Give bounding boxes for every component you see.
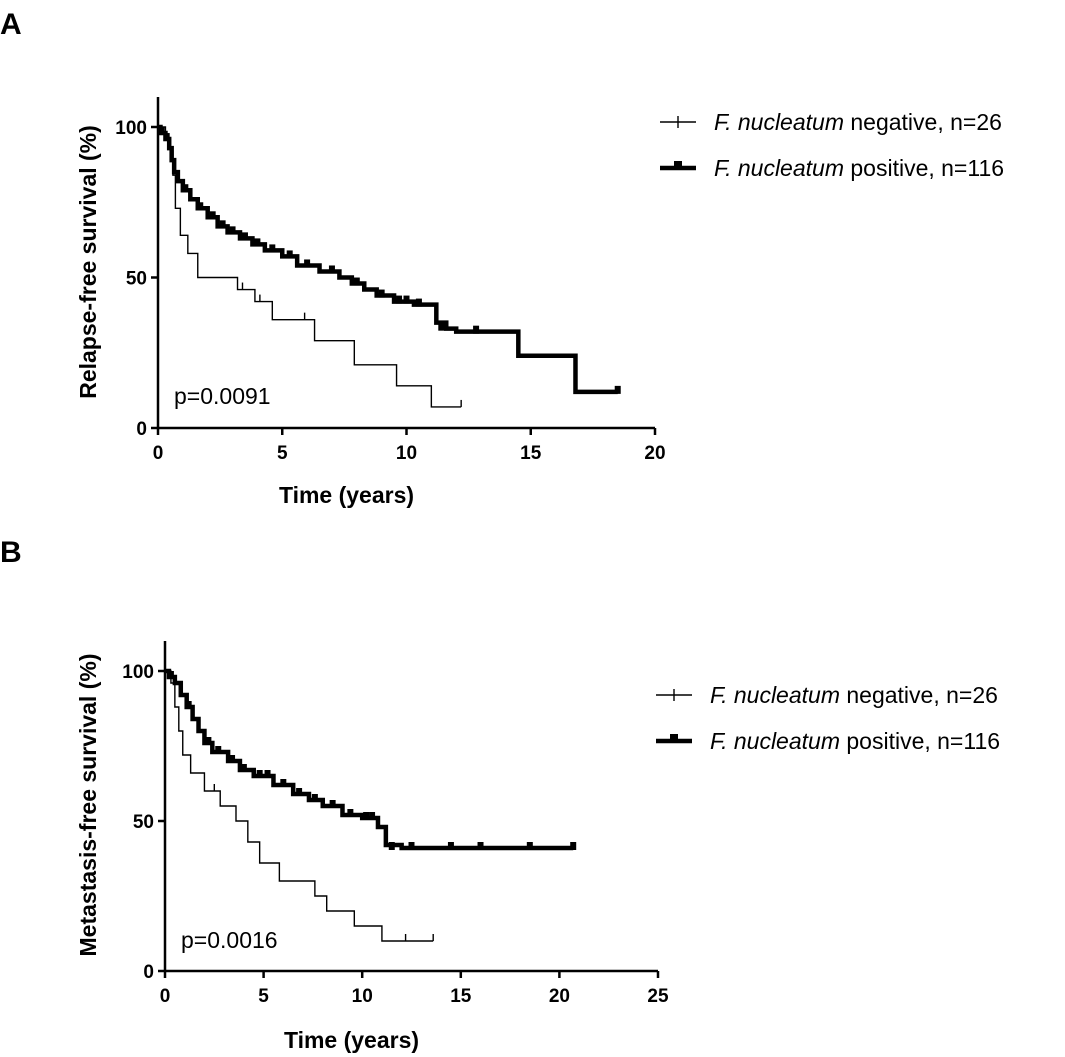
censor-mark-b-positive bbox=[526, 842, 533, 850]
censor-mark-a-positive bbox=[403, 295, 410, 304]
svg-text:F. nucleatum negative, n=26: F. nucleatum negative, n=26 bbox=[710, 682, 998, 708]
censor-mark-a-positive bbox=[396, 295, 403, 304]
p-value-b: p=0.0016 bbox=[181, 927, 278, 953]
censor-mark-b-positive bbox=[477, 842, 484, 850]
x-tick-label-b: 10 bbox=[352, 986, 373, 1007]
censor-mark-b-positive bbox=[215, 746, 222, 754]
legend-species-a-0: F. nucleatum bbox=[714, 109, 844, 135]
censor-mark-b-positive bbox=[167, 671, 174, 679]
censor-mark-b-positive bbox=[240, 764, 247, 772]
censor-mark-b-positive bbox=[296, 788, 303, 796]
svg-text:F. nucleatum positive, n=116: F. nucleatum positive, n=116 bbox=[714, 155, 1004, 181]
svg-text:F. nucleatum negative, n=26: F. nucleatum negative, n=26 bbox=[714, 109, 1002, 135]
y-tick-label-b: 100 bbox=[122, 662, 154, 683]
survival-curve-b-positive bbox=[165, 668, 574, 851]
censor-mark-a-positive bbox=[241, 232, 248, 241]
x-tick-label-b: 20 bbox=[549, 986, 570, 1007]
svg-text:F. nucleatum positive, n=116: F. nucleatum positive, n=116 bbox=[710, 728, 1000, 754]
legend-censor-mark bbox=[674, 161, 682, 170]
legend-item-b-positive: F. nucleatum positive, n=116 bbox=[656, 728, 1000, 754]
x-tick-label-a: 15 bbox=[520, 443, 542, 464]
legend-b: F. nucleatum negative, n=26 F. nucleatum… bbox=[656, 682, 1000, 754]
x-tick-label-b: 15 bbox=[450, 986, 472, 1007]
y-tick-label-a: 100 bbox=[115, 118, 147, 139]
censor-mark-b-positive bbox=[229, 755, 236, 763]
y-tick-label-b: 0 bbox=[143, 962, 154, 983]
censor-mark-b-positive bbox=[185, 701, 192, 709]
x-tick-label-a: 0 bbox=[153, 443, 164, 464]
censor-mark-a-positive bbox=[182, 184, 189, 193]
censor-mark-a-positive bbox=[353, 277, 360, 286]
censor-mark-b-positive bbox=[280, 779, 287, 787]
censor-mark-b-positive bbox=[329, 800, 336, 808]
legend-label-b-1: positive, n=116 bbox=[840, 728, 1000, 754]
censor-mark-a-positive bbox=[378, 289, 385, 298]
legend-species-b-1: F. nucleatum bbox=[710, 728, 840, 754]
censor-mark-b-positive bbox=[347, 809, 354, 817]
x-tick-label-b: 5 bbox=[258, 986, 269, 1007]
censor-mark-b-positive bbox=[408, 842, 415, 850]
x-axis-title-b: Time (years) bbox=[284, 1027, 419, 1053]
censor-mark-b-positive bbox=[363, 812, 370, 820]
y-tick-label-a: 50 bbox=[126, 269, 147, 290]
legend-species-b-0: F. nucleatum bbox=[710, 682, 840, 708]
axes-a: 0 50 100 0 5 10 15 20 Time (years) Relapse-free s… bbox=[75, 97, 666, 508]
censor-mark-a-positive bbox=[473, 325, 480, 334]
x-axis-title-a: Time (years) bbox=[279, 482, 414, 508]
censor-mark-b-positive bbox=[205, 737, 212, 745]
censor-mark-a-positive bbox=[219, 220, 226, 229]
x-tick-label-b: 0 bbox=[160, 986, 171, 1007]
survival-curve-b-negative bbox=[165, 670, 434, 942]
legend-label-a-0: negative, n=26 bbox=[844, 109, 1002, 135]
censor-mark-b-positive bbox=[264, 770, 271, 778]
censor-mark-a-positive bbox=[197, 202, 204, 211]
censor-mark-a-positive bbox=[438, 322, 445, 331]
legend-censor-mark bbox=[670, 734, 678, 743]
censor-mark-a-positive bbox=[286, 250, 293, 259]
censor-mark-b-positive bbox=[256, 770, 263, 778]
legend-label-b-0: negative, n=26 bbox=[840, 682, 998, 708]
panel-letter-a: A bbox=[0, 8, 22, 41]
censor-mark-a-positive bbox=[254, 238, 261, 247]
legend-item-b-negative: F. nucleatum negative, n=26 bbox=[656, 682, 998, 708]
censor-mark-b-positive bbox=[388, 842, 395, 850]
survival-curve-a-positive bbox=[158, 124, 618, 395]
axes-b: 0 50 100 0 5 10 15 20 25 Time (years) Metastasis-f… bbox=[75, 641, 669, 1053]
censor-mark-b-positive bbox=[570, 842, 577, 850]
censor-mark-a-positive bbox=[158, 127, 165, 136]
censor-mark-a-positive bbox=[163, 133, 170, 142]
legend-label-a-1: positive, n=116 bbox=[844, 155, 1004, 181]
p-value-a: p=0.0091 bbox=[174, 383, 271, 409]
y-axis-title-b: Metastasis-free survival (%) bbox=[75, 654, 101, 957]
censor-mark-b-positive bbox=[447, 842, 454, 850]
y-axis-title-a: Relapse-free survival (%) bbox=[75, 125, 101, 399]
y-tick-label-a: 0 bbox=[136, 419, 147, 440]
legend-item-a-negative: F. nucleatum negative, n=26 bbox=[660, 109, 1002, 135]
panel-letter-b: B bbox=[0, 536, 22, 569]
censor-mark-a-positive bbox=[209, 211, 216, 220]
censor-mark-b-positive bbox=[311, 794, 318, 802]
censor-mark-a-positive bbox=[304, 259, 311, 268]
censor-mark-a-positive bbox=[415, 298, 422, 307]
legend-a: F. nucleatum negative, n=26 F. nucleatum… bbox=[660, 109, 1004, 181]
x-tick-label-a: 20 bbox=[644, 443, 665, 464]
censor-mark-b-positive bbox=[369, 812, 376, 820]
x-tick-label-b: 25 bbox=[647, 986, 669, 1007]
x-tick-label-a: 10 bbox=[396, 443, 417, 464]
censor-mark-a-positive bbox=[269, 244, 276, 253]
x-tick-label-a: 5 bbox=[277, 443, 288, 464]
legend-item-a-positive: F. nucleatum positive, n=116 bbox=[660, 155, 1004, 181]
y-tick-label-b: 50 bbox=[133, 812, 154, 833]
censor-mark-a-positive bbox=[229, 226, 236, 235]
censor-mark-a-positive bbox=[614, 385, 621, 394]
censor-mark-a-positive bbox=[328, 265, 335, 274]
panel-b: B 0 50 100 0 5 10 15 20 25 Time (years) Metastasis… bbox=[0, 536, 1000, 1053]
panel-a: A 0 50 100 0 5 10 15 20 Time (years) Relapse-free… bbox=[0, 8, 1004, 508]
legend-species-a-1: F. nucleatum bbox=[714, 155, 844, 181]
